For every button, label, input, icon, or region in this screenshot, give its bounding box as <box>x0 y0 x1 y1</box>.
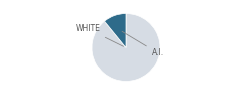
Text: WHITE: WHITE <box>76 24 124 46</box>
Wedge shape <box>92 14 160 82</box>
Wedge shape <box>104 14 126 48</box>
Text: A.I.: A.I. <box>122 31 164 57</box>
